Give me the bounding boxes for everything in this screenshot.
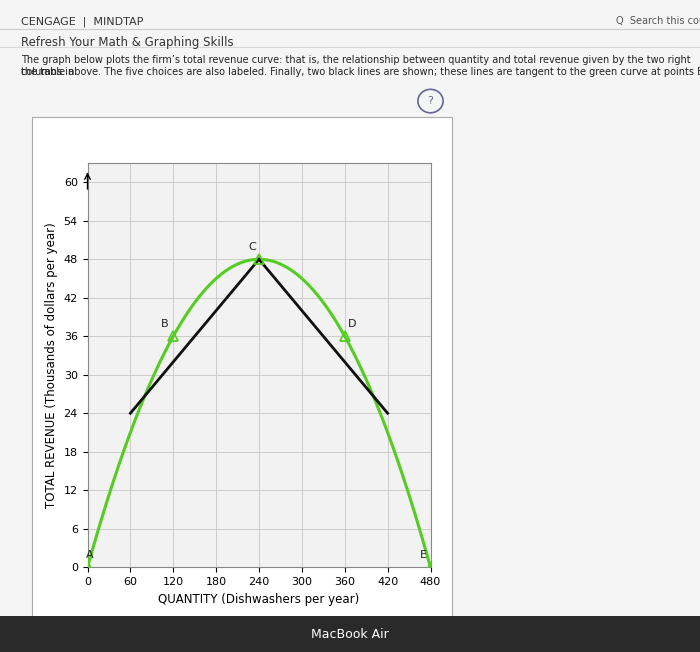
Text: The graph below plots the firm’s total revenue curve: that is, the relationship : The graph below plots the firm’s total r… [21, 55, 691, 77]
Text: Q  Search this course: Q Search this course [616, 16, 700, 26]
Text: CENGAGE  |  MINDTAP: CENGAGE | MINDTAP [21, 16, 144, 27]
Text: the table above. The five choices are also labeled. Finally, two black lines are: the table above. The five choices are al… [21, 67, 700, 76]
Text: A: A [86, 550, 94, 559]
Text: C: C [248, 242, 256, 252]
Text: ?: ? [428, 96, 433, 106]
Text: MacBook Air: MacBook Air [311, 628, 389, 641]
Text: B: B [160, 319, 168, 329]
Y-axis label: TOTAL REVENUE (Thousands of dollars per year): TOTAL REVENUE (Thousands of dollars per … [45, 222, 58, 508]
X-axis label: QUANTITY (Dishwashers per year): QUANTITY (Dishwashers per year) [158, 593, 360, 606]
Text: E: E [420, 550, 427, 559]
Text: Refresh Your Math & Graphing Skills: Refresh Your Math & Graphing Skills [21, 36, 234, 49]
Text: D: D [348, 319, 356, 329]
